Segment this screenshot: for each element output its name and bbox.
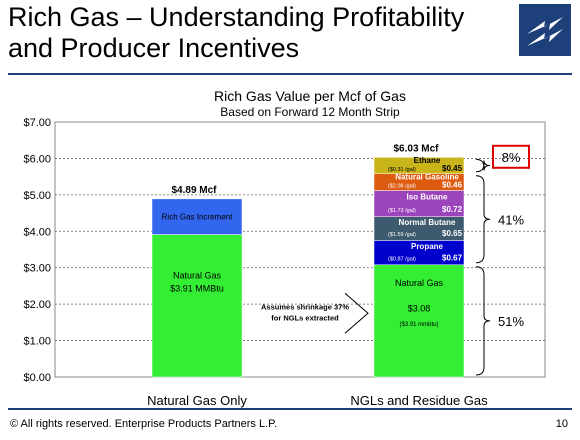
segment-label: Iso Butane [407,193,448,202]
plot-area [54,121,546,378]
y-tick-label: $3.00 [23,263,51,275]
annotation-text: Assumes shrinkage 37% [261,303,349,312]
lightning-logo-icon [527,17,563,46]
y-tick-label: $4.00 [23,226,51,238]
y-tick-label: $1.00 [23,336,51,348]
bar-total-label: $6.03 Mcf [393,143,439,154]
segment-note-label: ($3.91 mmbtu) [399,322,438,328]
bar-segment [373,264,465,378]
segment-price-label: ($0.87 /gal) [388,256,416,262]
segment-label: Propane [411,242,444,251]
segment-price-label: ($1.73 /gal) [388,208,416,214]
bar-segment [373,157,465,174]
x-category-label: NGLs and Residue Gas [350,393,488,408]
segment-label: Natural Gas [395,278,444,288]
page-number: 10 [555,418,568,430]
footer-divider [8,408,572,410]
chart-subtitle: Based on Forward 12 Month Strip [220,105,400,119]
segment-label: Ethane [414,156,441,165]
segment-value-label: $0.46 [442,180,463,189]
bar-segment [151,198,243,235]
segment-value-label: $0.65 [442,229,463,238]
bar-segment [151,234,243,378]
segment-label: Rich Gas Increment [162,213,233,222]
highlight-box [492,144,530,169]
segment-value-label: $3.08 [408,303,431,313]
segment-value-label: $0.72 [442,205,463,214]
chart-title: Rich Gas Value per Mcf of Gas [214,88,406,104]
y-tick-label: $6.00 [23,153,51,165]
segment-price-label: ($0.31 /gal) [388,167,416,173]
segment-value-label: $0.67 [442,253,463,262]
company-logo [519,4,571,56]
percent-bracket [475,266,491,376]
segment-label: Natural Gas [173,271,222,281]
percent-label: 8% [502,150,521,165]
segment-value-label: $0.45 [442,164,463,173]
stacked-bar-chart: $0.00 $1.00 $2.00 $3.00 $4.00 $5.00 $6.00 $7.00… [23,117,546,408]
segment-price-label: ($1.59 /gal) [388,232,416,238]
copyright-footer: © All rights reserved. Enterprise Produc… [10,418,278,430]
x-category-label: Natural Gas Only [147,393,247,408]
y-tick-label: $7.00 [23,117,51,129]
segment-price-label: ($2.08 /gal) [388,183,416,189]
y-tick-label: $5.00 [23,190,51,202]
slide-title: Rich Gas – Understanding Profitability a… [8,2,465,63]
percent-bracket [475,175,491,264]
segment-label: Natural Gasoline [395,173,459,182]
percent-bracket [475,158,491,173]
bar-segment [373,190,465,217]
annotation-arrow [344,292,369,334]
segment-value-label: $3.91 MMBtu [170,283,224,293]
percent-label: 51% [498,314,524,329]
annotation-text: for NGLs extracted [271,314,339,323]
segment-label: Normal Butane [399,218,456,227]
bar-total-label: $4.89 Mcf [171,185,217,196]
y-tick-label: $0.00 [23,372,51,384]
bar-segment [373,240,465,266]
percent-label: 41% [498,212,524,227]
y-tick-label: $2.00 [23,299,51,311]
title-divider [8,73,572,75]
